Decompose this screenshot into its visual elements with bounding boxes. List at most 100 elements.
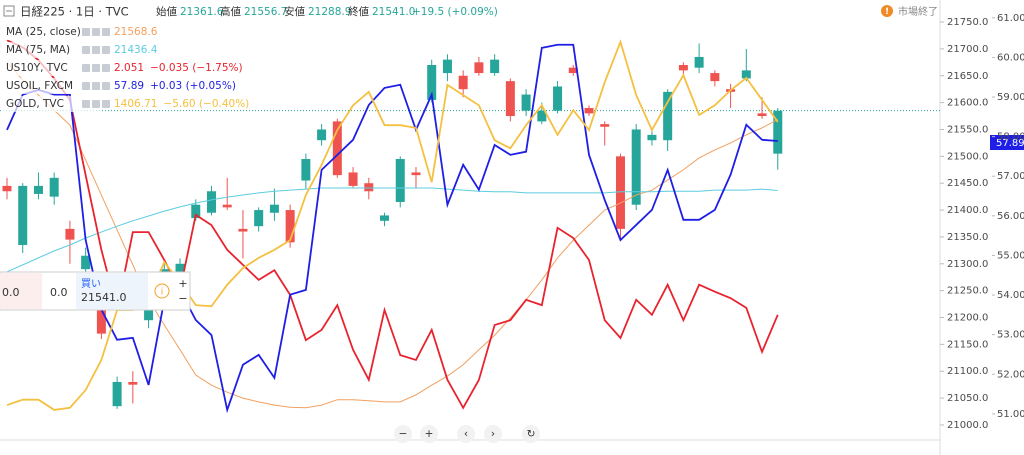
status-icon xyxy=(881,5,893,17)
legend-icon[interactable] xyxy=(82,28,90,36)
candle-body xyxy=(694,56,704,68)
reset[interactable] xyxy=(522,425,540,443)
candle-body xyxy=(206,191,216,213)
qty-minus[interactable]: − xyxy=(178,292,187,305)
y-tick-label: 21500.0 xyxy=(947,151,988,162)
candle-body xyxy=(175,263,185,272)
y2-tick-label: 57.00 xyxy=(997,171,1024,182)
legend: MA (25, close) 21568.6 MA (75, MA) 21436.4 U… xyxy=(2,24,249,112)
legend-icon[interactable] xyxy=(102,82,110,90)
buy-label: 買い xyxy=(81,278,101,290)
legend-value: 2.051 xyxy=(114,62,144,74)
y-tick-label: 21700.0 xyxy=(947,44,988,55)
y-tick-label: 21350.0 xyxy=(947,232,988,243)
zoom-out[interactable] xyxy=(394,425,412,443)
candle-body xyxy=(332,121,342,176)
change: +19.5 (+0.09%) xyxy=(412,6,498,18)
candle-body xyxy=(474,62,484,74)
ohlc-value: 21556.7 xyxy=(244,6,287,18)
candle-body xyxy=(600,124,610,127)
zoom-out-icon: − xyxy=(399,428,408,440)
candle-body xyxy=(18,185,28,245)
legend-bg xyxy=(2,96,102,112)
legend-icon[interactable] xyxy=(102,28,110,36)
price-badge xyxy=(990,135,1024,150)
candle-body xyxy=(364,183,374,192)
trade-panel: 0.0 0.0 買い 21541.0 i + − xyxy=(0,271,191,311)
scroll-right[interactable] xyxy=(484,425,502,443)
candle-body xyxy=(537,110,547,122)
scroll-left[interactable] xyxy=(457,425,475,443)
candle-body xyxy=(584,107,594,114)
candle-body xyxy=(521,94,531,111)
info-icon[interactable] xyxy=(154,283,170,299)
legend-icon[interactable] xyxy=(102,100,110,108)
sell-box[interactable] xyxy=(0,273,42,309)
zoom-in[interactable] xyxy=(420,425,438,443)
candle-body xyxy=(757,113,767,117)
y-tick-label: 21050.0 xyxy=(947,393,988,404)
candle-body xyxy=(285,210,295,243)
candle-body xyxy=(348,172,358,186)
candle-body xyxy=(631,129,641,205)
sell-price: 0.0 xyxy=(2,286,20,299)
candle-body xyxy=(773,110,783,154)
scroll-right-icon: › xyxy=(491,428,495,440)
candle-body xyxy=(647,134,657,141)
y-tick-label: 21400.0 xyxy=(947,205,988,216)
legend-icon[interactable] xyxy=(102,46,110,54)
legend-value: 21568.6 xyxy=(114,26,158,38)
y2-tick-label: 56.00 xyxy=(997,211,1024,222)
legend-icon[interactable] xyxy=(92,46,100,54)
candle-body xyxy=(65,228,75,240)
candle-body xyxy=(33,185,43,194)
indicator-line xyxy=(6,187,778,273)
candle-body xyxy=(568,67,578,74)
legend-value: 57.89 xyxy=(114,80,144,92)
legend-icon[interactable] xyxy=(82,82,90,90)
candle-body xyxy=(254,210,264,227)
legend-value: −5.60 (−0.40%) xyxy=(163,98,249,110)
legend-bg xyxy=(2,60,102,76)
y2-tick-label: 59.00 xyxy=(997,92,1024,103)
y2-tick-label: 61.00 xyxy=(997,13,1024,24)
legend-icon[interactable] xyxy=(92,100,100,108)
symbol[interactable]: 日経225 · 1日 · TVC xyxy=(20,5,129,19)
qty-plus[interactable]: + xyxy=(178,277,187,290)
candle-body xyxy=(380,215,390,221)
legend-icon[interactable] xyxy=(92,64,100,72)
y2-tick-label: 58.00 xyxy=(997,132,1024,143)
legend-value: 21436.4 xyxy=(114,44,158,56)
legend-icon[interactable] xyxy=(82,46,90,54)
y-tick-label: 21550.0 xyxy=(947,124,988,135)
candle-body xyxy=(128,381,138,385)
y-tick-label: 21600.0 xyxy=(947,98,988,109)
candle-body xyxy=(317,129,327,141)
legend-icon[interactable] xyxy=(92,82,100,90)
legend-name: US10Y, TVC xyxy=(6,62,68,74)
legend-value: +0.03 (+0.05%) xyxy=(150,80,236,92)
y2-tick-label: 54.00 xyxy=(997,290,1024,301)
candle-body xyxy=(710,73,720,82)
legend-icon[interactable] xyxy=(92,28,100,36)
candle-body xyxy=(2,185,12,192)
candle-body xyxy=(222,204,232,208)
candle-body xyxy=(442,59,452,74)
candle-body xyxy=(427,65,437,100)
collapse-icon[interactable] xyxy=(3,5,15,17)
legend-icon[interactable] xyxy=(102,64,110,72)
legend-icon[interactable] xyxy=(82,64,90,72)
ohlc-value: 21361.6 xyxy=(180,6,224,18)
ohlc-label: 終値 xyxy=(348,5,369,18)
y2-tick-label: 53.00 xyxy=(997,330,1024,341)
legend-bg xyxy=(2,78,102,94)
ohlc-value: 21288.9 xyxy=(308,6,351,18)
nav-buttons: − + ‹ › ↻ xyxy=(394,425,540,443)
y-tick-label: 21300.0 xyxy=(947,259,988,270)
legend-icon[interactable] xyxy=(82,100,90,108)
buy-box[interactable] xyxy=(76,273,148,309)
legend-value: 1406.71 xyxy=(114,98,157,110)
candle-body xyxy=(144,301,154,321)
y-tick-label: 21450.0 xyxy=(947,178,988,189)
